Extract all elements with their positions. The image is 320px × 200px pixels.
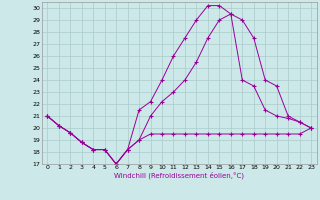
X-axis label: Windchill (Refroidissement éolien,°C): Windchill (Refroidissement éolien,°C) [114, 172, 244, 179]
